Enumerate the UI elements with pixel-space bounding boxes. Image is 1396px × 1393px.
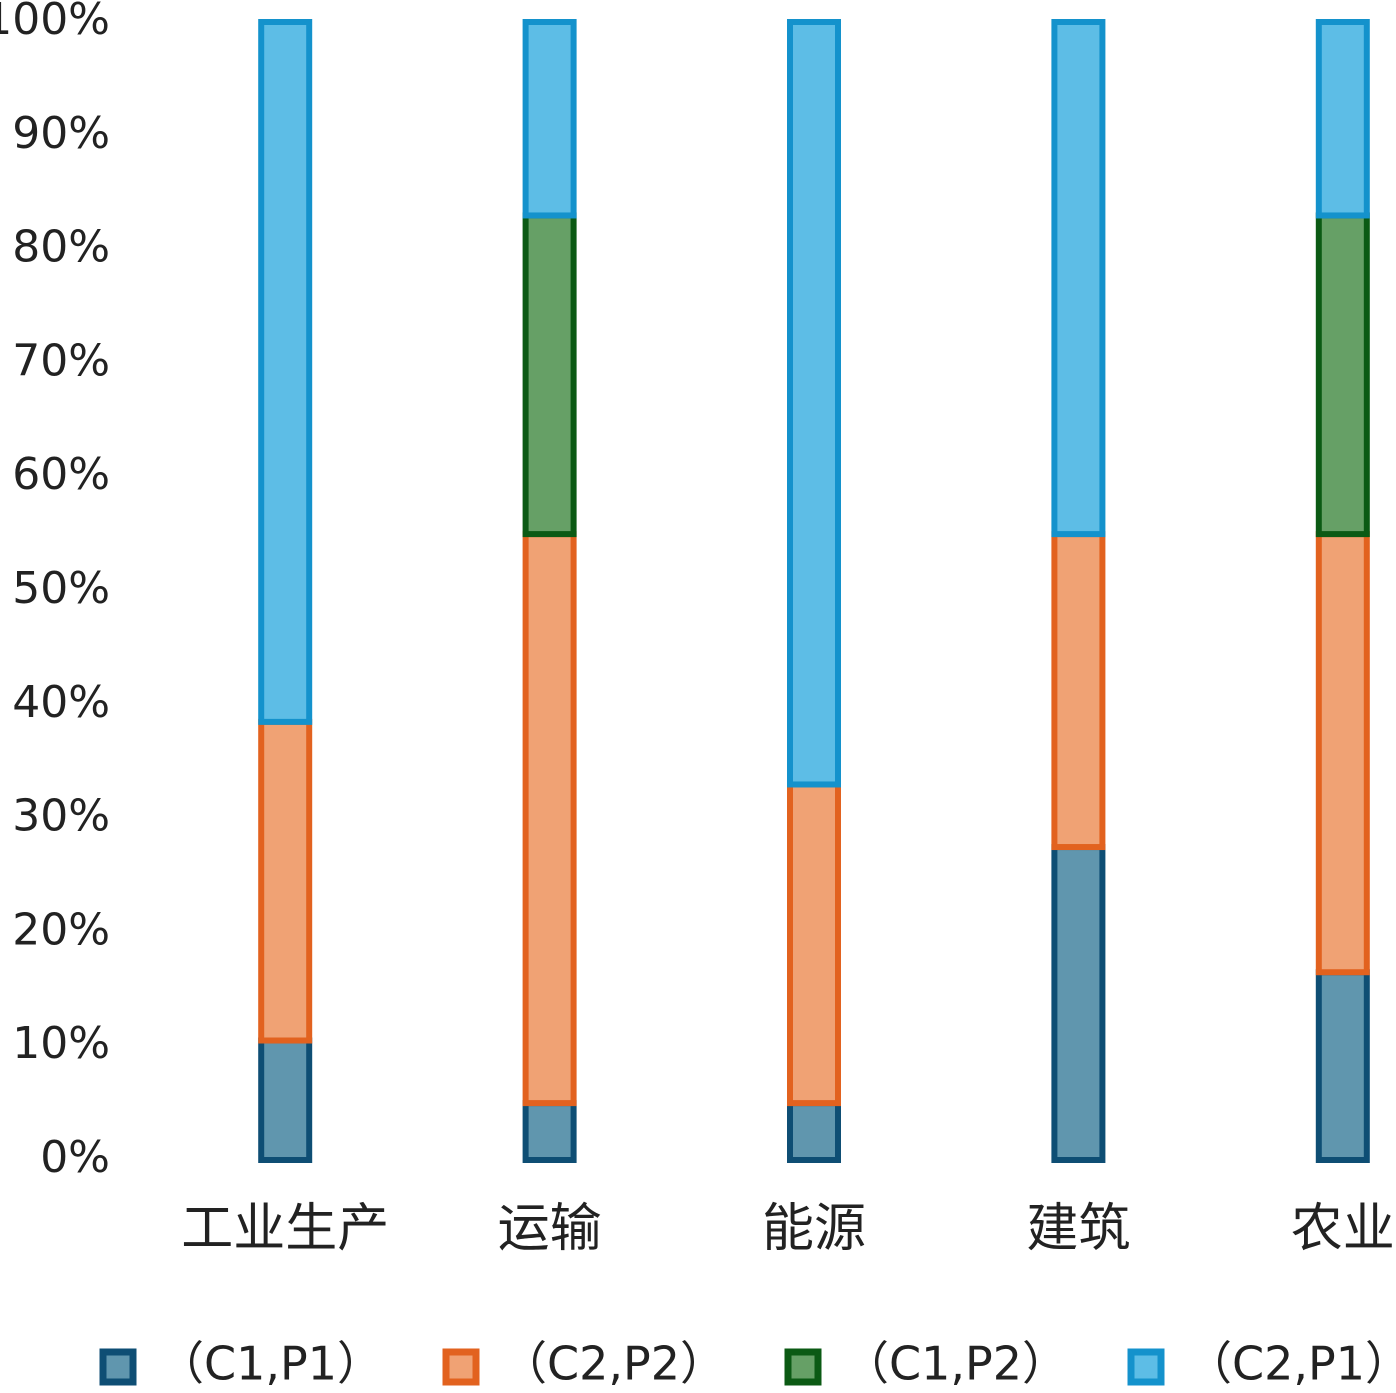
x-tick-label: 运输 <box>498 1199 602 1259</box>
bar-segment <box>258 1037 313 1164</box>
x-tick-label: 能源 <box>762 1199 866 1259</box>
y-tick-label: 50% <box>12 563 110 614</box>
legend-label: （C1,P2） <box>843 1337 1068 1391</box>
x-tick-label: 农业 <box>1291 1199 1395 1259</box>
bar-segment <box>1315 19 1370 219</box>
bar-segment <box>522 212 577 538</box>
y-tick-label: 100% <box>0 0 110 45</box>
legend-label: （C2,P1） <box>1186 1337 1396 1391</box>
bar-segment <box>787 781 841 1107</box>
bar-segment <box>787 1100 841 1163</box>
bar-segment <box>787 19 841 788</box>
x-tick-label: 建筑 <box>1026 1199 1130 1259</box>
bar-segment <box>522 531 577 1107</box>
legend-swatch <box>442 1348 480 1386</box>
legend-label: （C2,P2） <box>501 1337 726 1391</box>
bar-segment <box>1315 531 1370 976</box>
y-tick-label: 20% <box>12 904 110 955</box>
x-tick-label: 工业生产 <box>181 1199 389 1259</box>
y-tick-label: 60% <box>12 449 110 500</box>
y-tick-label: 30% <box>12 791 110 842</box>
bar-segment <box>522 1100 577 1163</box>
y-tick-label: 40% <box>12 677 110 728</box>
bar-segment <box>258 718 313 1044</box>
bar-segment <box>522 19 577 219</box>
y-tick-label: 10% <box>12 1018 110 1069</box>
legend-swatch <box>784 1348 822 1386</box>
bar-segment <box>1051 531 1106 851</box>
y-tick-label: 90% <box>12 108 110 159</box>
y-tick-label: 0% <box>40 1132 110 1183</box>
bar-segment <box>1315 212 1370 538</box>
y-tick-label: 80% <box>12 222 110 273</box>
bar-segment <box>1051 844 1106 1163</box>
legend-swatch <box>99 1348 137 1386</box>
legend-label: （C1,P1） <box>158 1337 383 1391</box>
y-tick-label: 70% <box>12 335 110 386</box>
legend-swatch <box>1127 1348 1165 1386</box>
bar-segment <box>1315 969 1370 1163</box>
bar-segment <box>1051 19 1106 538</box>
bar-segment <box>258 19 313 725</box>
